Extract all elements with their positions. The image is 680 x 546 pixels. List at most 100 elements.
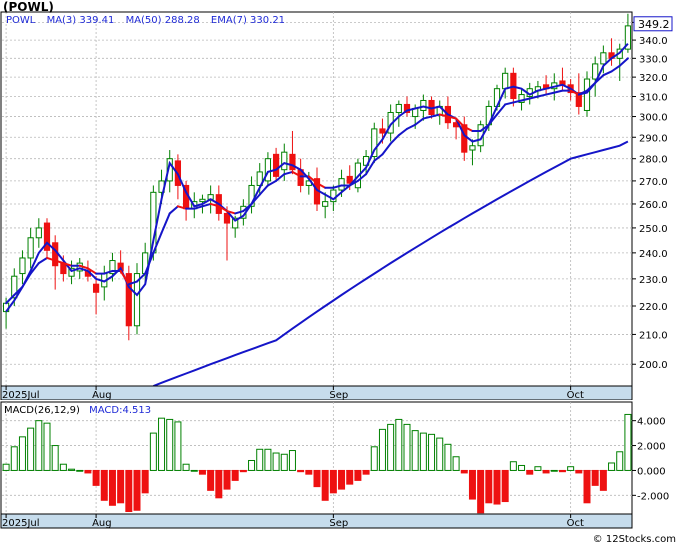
ema7-segment [406, 123, 417, 130]
macd-bar [108, 469, 116, 506]
ema7-segment [512, 99, 523, 104]
ema7-segment [586, 81, 597, 92]
candle-body [281, 151, 288, 171]
ema7-segment [193, 205, 204, 210]
macd-bar [591, 469, 599, 486]
legend-ma50: MA(50) 288.28 [125, 15, 200, 26]
price-tick-label: 340.0 [639, 36, 668, 47]
ema7-segment [136, 272, 147, 283]
ema7-segment [430, 113, 441, 118]
price-tick-label: 270.0 [639, 177, 668, 188]
macd-bar [436, 437, 444, 471]
candle-body [109, 260, 116, 275]
ema7-segment [414, 117, 425, 126]
candle-body [395, 103, 402, 113]
macd-bar [27, 427, 35, 471]
macd-bar [338, 469, 346, 490]
macd-bar [51, 445, 59, 471]
candle-body [403, 103, 411, 113]
ticker-title: (POWL) [3, 0, 54, 14]
price-month-label: Sep [329, 390, 348, 400]
macd-bar [305, 469, 313, 475]
macd-bar [76, 469, 84, 472]
price-tick-label: 260.0 [639, 200, 668, 211]
ema7-segment [610, 64, 621, 73]
macd-bar [403, 423, 411, 471]
macd-bar [10, 446, 18, 471]
ema7-segment [46, 256, 57, 262]
macd-date-band [0, 513, 633, 529]
ema7-segment [275, 173, 286, 182]
ema7-segment [577, 89, 588, 96]
ema7-segment [536, 93, 548, 98]
ema7-segment [176, 205, 188, 210]
ema7-segment [307, 175, 318, 185]
price-month-label: Aug [92, 390, 112, 400]
price-tick-label: 290.0 [639, 133, 668, 144]
macd-bar [280, 453, 288, 471]
candle-body [43, 222, 51, 251]
macd-month-label: Aug [92, 518, 112, 529]
macd-bar [256, 448, 264, 471]
macd-bar [460, 469, 468, 474]
ma50-line [153, 140, 629, 387]
macd-bar [84, 469, 92, 474]
macd-bar [321, 469, 329, 501]
ema7-segment [283, 170, 294, 176]
ema7-segment [266, 179, 278, 187]
ema7-segment [78, 264, 89, 270]
ema7-segment [569, 89, 580, 96]
ema7-segment [356, 173, 368, 182]
candle-body [272, 153, 280, 177]
legend-ma3: MA(3) 339.41 [46, 15, 115, 26]
macd-bar [264, 448, 272, 471]
macd-bar [493, 469, 501, 505]
ema7-segment [217, 205, 228, 213]
ema7-segment [422, 115, 433, 120]
ema7-segment [144, 251, 155, 275]
price-tick-label: 280.0 [639, 155, 668, 166]
candle-body [469, 145, 476, 151]
price-month-label: Oct [567, 390, 584, 400]
macd-bar [395, 418, 403, 471]
ema7-segment [365, 159, 376, 176]
ema7-segment [397, 127, 408, 137]
ema7-segment [201, 202, 212, 208]
candle-body [264, 158, 272, 182]
macd-bar [387, 423, 395, 471]
macd-bar [428, 433, 436, 471]
candle-body [461, 124, 468, 153]
macd-bar [485, 469, 493, 504]
ema7-segment [242, 202, 253, 213]
ema7-segment [62, 262, 73, 267]
macd-bar [174, 421, 182, 471]
macd-bar [501, 469, 509, 503]
ema7-segment [553, 89, 564, 94]
ema7-segment [479, 123, 490, 132]
macd-bar [297, 469, 305, 473]
macd-bar [452, 456, 460, 471]
candle-body [379, 128, 386, 134]
candle-body [68, 267, 75, 277]
candle-body [248, 184, 255, 207]
macd-month-label: Oct [567, 518, 584, 529]
macd-bar [149, 432, 157, 471]
ema7-segment [446, 115, 458, 120]
ema7-segment [226, 210, 237, 215]
macd-month-label: 2025Jul [2, 518, 40, 529]
candle-body [420, 99, 427, 111]
macd-bar [100, 469, 108, 501]
candle-body [199, 198, 206, 203]
macd-month-label: Sep [329, 518, 348, 529]
macd-bar [141, 469, 149, 494]
ema7-segment [594, 74, 605, 84]
ema7-segment [21, 272, 32, 288]
candle-body [502, 72, 509, 90]
ema7-segment [258, 184, 269, 196]
macd-bar [68, 468, 76, 471]
macd-bar [477, 469, 485, 514]
ema7-segment [54, 259, 65, 265]
ema7-segment [520, 97, 531, 102]
ema7-segment [504, 101, 515, 106]
candle-body [35, 227, 42, 239]
